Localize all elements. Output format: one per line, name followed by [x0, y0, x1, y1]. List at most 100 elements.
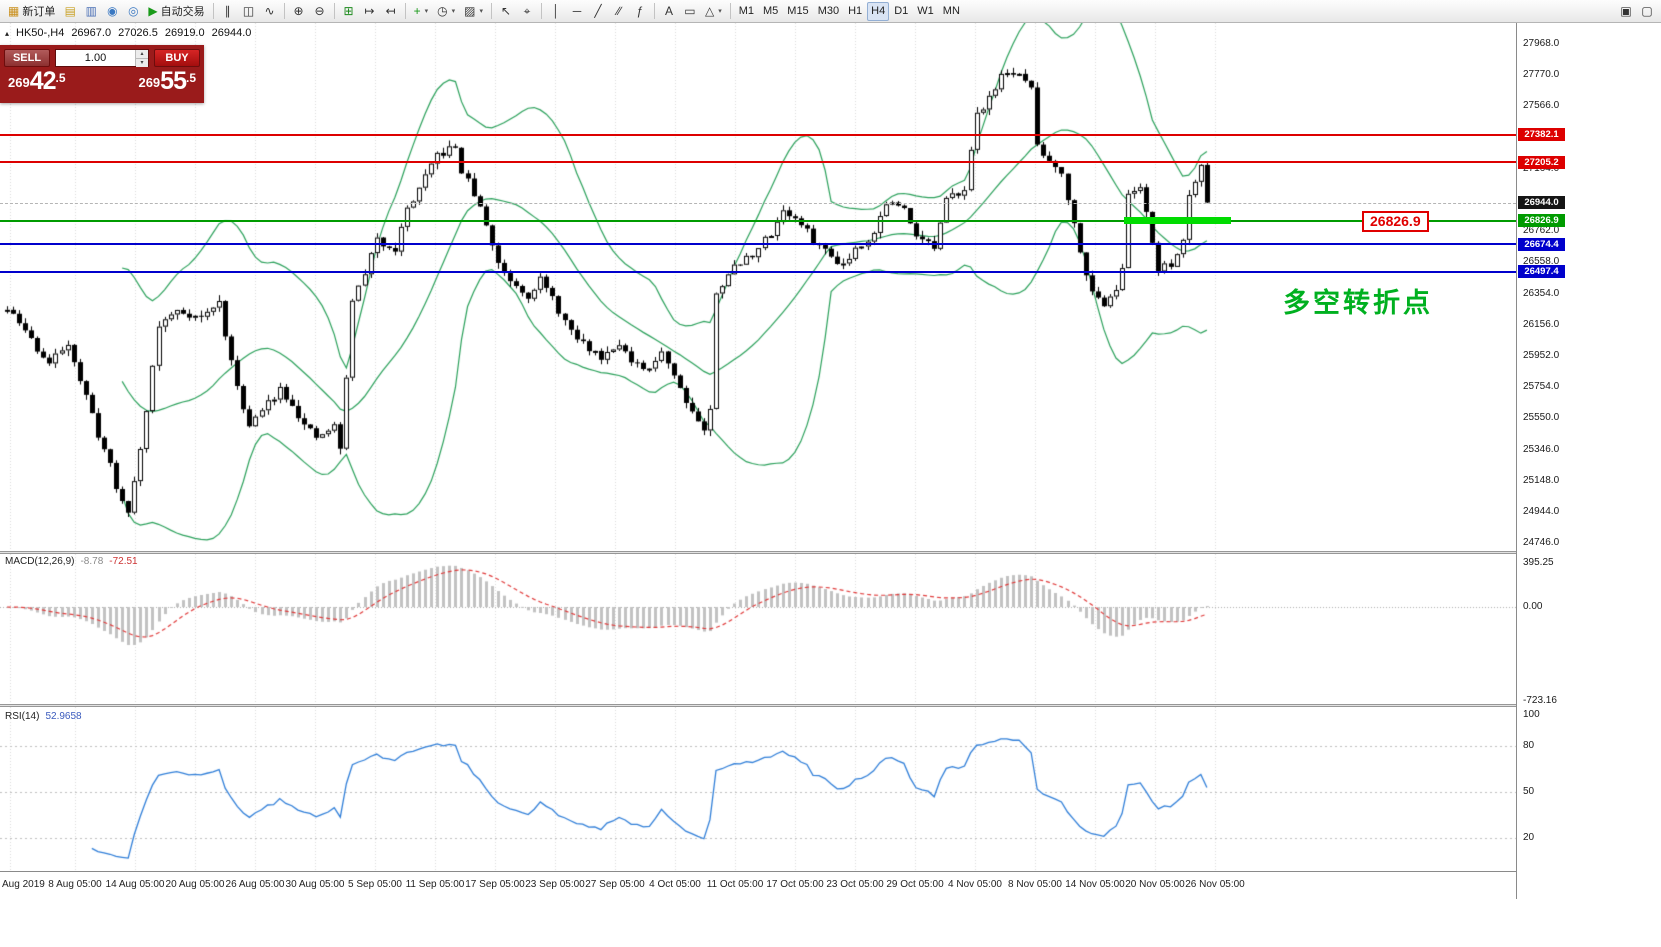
trendline-button[interactable]: ╱ [588, 2, 608, 21]
tf-m1-button-label: M1 [738, 5, 754, 17]
horizontal-line-27382.1[interactable] [0, 133, 1516, 136]
tf-m1-button[interactable]: M1 [735, 2, 758, 21]
quote-high: 27026.5 [118, 27, 158, 39]
line-chart-button[interactable]: ∿ [260, 2, 280, 21]
buy-price-prefix: 269 [138, 75, 161, 90]
trendline-icon: ╱ [594, 4, 602, 18]
time-axis-label: 23 Sep 05:00 [525, 879, 585, 890]
tf-mn-button[interactable]: MN [939, 2, 964, 21]
rsi-indicator-canvas[interactable] [0, 707, 1516, 871]
tile-windows-button[interactable]: ⊞ [339, 2, 359, 21]
new-order-button[interactable]: ▦ 新订单 [4, 2, 59, 21]
macd-axis-label: 0.00 [1523, 601, 1543, 612]
toolbar-separator [490, 3, 492, 19]
tf-m15-button[interactable]: M15 [783, 2, 812, 21]
toolbar-separator [333, 3, 335, 19]
templates-button[interactable]: ▨ ▾ [460, 2, 487, 21]
horizontal-line-26826.9[interactable] [0, 219, 1516, 222]
market-watch-button[interactable]: ▤ [60, 2, 80, 21]
rsi-name: RSI(14) [5, 711, 40, 722]
panel-splitter-rsi[interactable] [0, 704, 1661, 707]
macd-indicator-canvas[interactable] [0, 554, 1516, 704]
time-axis[interactable]: Aug 2019 8 Aug 05:00 14 Aug 05:00 20 Aug 05… [0, 871, 1661, 899]
window-list-button[interactable]: ▢ [1637, 2, 1657, 21]
bar-chart-button[interactable]: ∥ [218, 2, 238, 21]
main-chart-canvas[interactable] [0, 23, 1516, 551]
tf-w1-button[interactable]: W1 [913, 2, 938, 21]
shapes-button[interactable]: △ ▾ [701, 2, 726, 21]
horizontal-line-26674.4[interactable] [0, 243, 1516, 246]
tf-m5-button-label: M5 [763, 5, 779, 17]
tf-m5-button[interactable]: M5 [759, 2, 782, 21]
buy-button[interactable]: BUY [154, 49, 200, 67]
horizontal-line-26497.4[interactable] [0, 270, 1516, 273]
window-list-icon: ▢ [1641, 4, 1653, 18]
tf-d1-button-label: D1 [894, 5, 909, 17]
crosshair-button[interactable]: ⌖ [517, 2, 537, 21]
fibonacci-button[interactable]: ƒ [630, 2, 650, 21]
clock-caret-icon: ▾ [451, 8, 456, 15]
new-order-button-label: 新订单 [22, 6, 56, 18]
price-axis-label: 24944.0 [1523, 506, 1560, 518]
time-axis-label: 20 Aug 05:00 [165, 879, 225, 890]
volume-down-button[interactable]: ▾ [136, 59, 148, 67]
tf-m30-button-label: M30 [817, 5, 840, 17]
time-axis-label: 17 Sep 05:00 [465, 879, 525, 890]
sell-price-frac: .5 [55, 71, 66, 85]
label-button[interactable]: ▭ [680, 2, 700, 21]
tf-h1-button[interactable]: H1 [844, 2, 866, 21]
horizontal-line-button[interactable]: ─ [567, 2, 587, 21]
zoom-out-button[interactable]: ⊖ [310, 2, 330, 21]
vertical-line-icon: │ [552, 4, 560, 18]
horizontal-line-27205.2[interactable] [0, 161, 1516, 164]
new-chart-window-button[interactable]: ▣ [1616, 2, 1636, 21]
time-axis-label: 29 Oct 05:00 [886, 879, 944, 890]
price-axis[interactable]: 27968.027770.027566.027164.026762.026558… [1516, 23, 1661, 899]
rsi-value: 52.9658 [45, 711, 82, 722]
rsi-indicator-label: RSI(14) 52.9658 [5, 711, 82, 722]
volume-spinner[interactable]: 1.00 ▴ ▾ [55, 49, 149, 67]
buy-price: 269 55.5 [138, 68, 196, 94]
indicators-plus-caret-icon: ▾ [424, 8, 429, 15]
time-axis-label: 17 Oct 05:00 [766, 879, 824, 890]
terminal-button[interactable]: ◎ [123, 2, 143, 21]
price-tag-label[interactable]: 26826.9 [1362, 210, 1429, 232]
data-window-button[interactable]: ▥ [81, 2, 101, 21]
volume-up-button[interactable]: ▴ [136, 50, 148, 59]
autotrade-button[interactable]: ▶ 自动交易 [144, 2, 208, 21]
rsi-axis-label: 20 [1523, 831, 1535, 843]
price-axis-label: 25346.0 [1523, 444, 1560, 456]
highlight-trend-segment[interactable] [1124, 217, 1231, 225]
time-axis-label: 8 Nov 05:00 [1008, 879, 1062, 890]
macd-axis-label: 395.25 [1523, 557, 1554, 568]
panel-splitter-macd[interactable] [0, 551, 1661, 554]
chart-shift-button[interactable]: ↤ [381, 2, 401, 21]
candlestick-chart-button[interactable]: ◫ [239, 2, 259, 21]
fibonacci-icon: ƒ [636, 4, 644, 18]
tf-m30-button[interactable]: M30 [814, 2, 843, 21]
price-axis-label: 26156.0 [1523, 318, 1560, 330]
one-click-collapse-arrow-icon[interactable]: ▴ [5, 28, 10, 38]
indicators-button[interactable]: + ▾ [410, 2, 433, 21]
price-axis-label: 27770.0 [1523, 68, 1560, 80]
channel-button[interactable]: ∕∕ [609, 2, 629, 21]
text-button[interactable]: A [659, 2, 679, 21]
tf-h4-button[interactable]: H4 [867, 1, 890, 21]
auto-scroll-button[interactable]: ↦ [360, 2, 380, 21]
tf-d1-button[interactable]: D1 [890, 2, 912, 21]
time-axis-label: 30 Aug 05:00 [285, 879, 345, 890]
navigator-button[interactable]: ◉ [102, 2, 122, 21]
time-axis-label: 26 Nov 05:00 [1185, 879, 1245, 890]
text-label-icon: ▭ [684, 4, 696, 18]
vertical-line-button[interactable]: │ [546, 2, 566, 21]
tf-h1-button-label: H1 [848, 5, 863, 17]
terminal-globe-icon: ◎ [128, 4, 139, 18]
horizontal-line-icon: ─ [572, 4, 582, 18]
sell-button[interactable]: SELL [4, 49, 50, 67]
periods-button[interactable]: ◷ ▾ [433, 2, 459, 21]
zoom-in-button[interactable]: ⊕ [289, 2, 309, 21]
price-axis-label: 26558.0 [1523, 256, 1560, 268]
sell-price: 269 42.5 [8, 68, 66, 94]
cursor-button[interactable]: ↖ [496, 2, 516, 21]
